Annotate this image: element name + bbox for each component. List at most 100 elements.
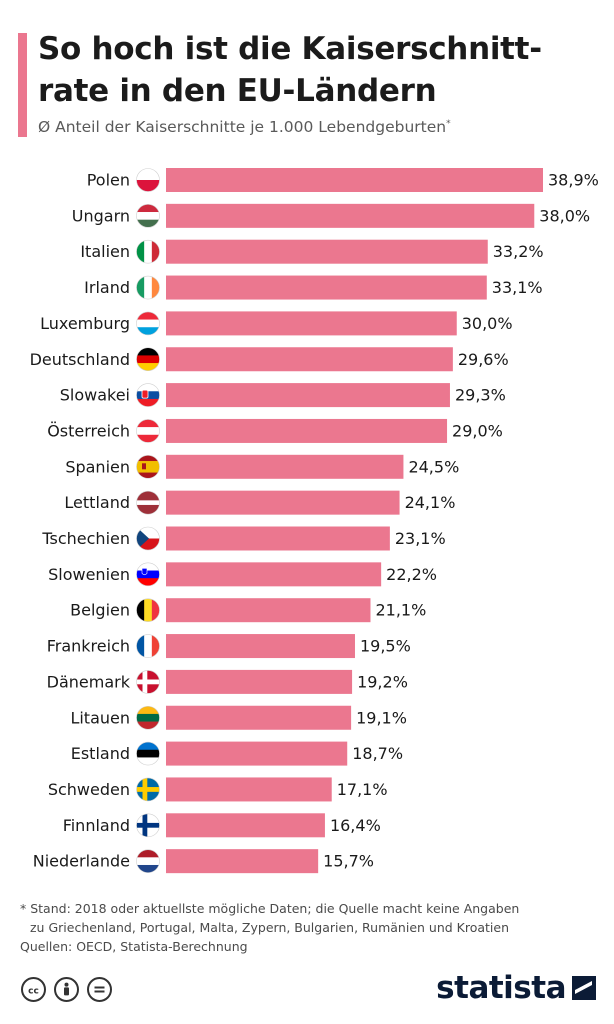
flag-sweden-icon xyxy=(136,777,160,801)
statista-logo[interactable]: statista xyxy=(436,970,596,1006)
flag-netherlands-icon xyxy=(136,849,160,873)
footnote: * Stand: 2018 oder aktuellste mögliche D… xyxy=(20,899,610,956)
flag-italy-icon xyxy=(136,240,160,264)
flag-luxembourg-icon xyxy=(136,311,160,335)
bar xyxy=(166,347,453,372)
country-label: Polen xyxy=(87,171,130,190)
footnote-line-1: * Stand: 2018 oder aktuellste mögliche D… xyxy=(20,901,520,916)
bar xyxy=(166,562,382,587)
value-label: 30,0% xyxy=(462,314,513,333)
country-label: Niederlande xyxy=(33,852,130,871)
statista-mark-icon xyxy=(572,976,596,1000)
bar xyxy=(166,168,543,192)
flag-hungary-icon xyxy=(136,204,160,228)
country-label: Österreich xyxy=(47,421,130,440)
country-label: Litauen xyxy=(70,708,130,727)
svg-text:cc: cc xyxy=(28,987,39,997)
value-label: 23,1% xyxy=(395,529,446,548)
bar xyxy=(166,490,400,515)
value-label: 33,2% xyxy=(493,242,544,261)
bar xyxy=(166,275,487,300)
country-label: Spanien xyxy=(65,457,130,476)
bar xyxy=(166,777,332,802)
value-label: 19,1% xyxy=(356,708,407,727)
flag-latvia-icon xyxy=(136,491,160,515)
bar xyxy=(166,598,371,623)
chart-subtitle: Ø Anteil der Kaiserschnitte je 1.000 Leb… xyxy=(38,118,451,136)
flag-estonia-icon xyxy=(136,742,160,766)
flag-finland-icon xyxy=(136,813,160,837)
sources-line: Quellen: OECD, Statista-Berechnung xyxy=(20,939,248,954)
flag-germany-icon xyxy=(136,347,160,371)
bar xyxy=(166,203,535,228)
flag-ireland-icon xyxy=(136,276,160,300)
bar xyxy=(166,454,404,479)
value-label: 22,2% xyxy=(386,565,437,584)
value-label: 29,3% xyxy=(455,386,506,405)
flag-austria-icon xyxy=(136,419,160,443)
bar xyxy=(166,849,319,874)
flag-slovenia-icon xyxy=(136,562,160,586)
value-label: 16,4% xyxy=(330,816,381,835)
value-label: 29,0% xyxy=(452,421,503,440)
country-label: Dänemark xyxy=(47,672,131,691)
subtitle-footnote-mark: * xyxy=(446,118,451,129)
country-label: Deutschland xyxy=(30,350,130,369)
country-label: Frankreich xyxy=(47,637,130,656)
bar xyxy=(166,813,325,838)
value-label: 21,1% xyxy=(375,601,426,620)
title-line-1: So hoch ist die Kaiserschnitt- xyxy=(38,31,542,67)
country-label: Lettland xyxy=(64,493,130,512)
value-label: 19,2% xyxy=(357,672,408,691)
bar xyxy=(166,634,355,659)
bar xyxy=(166,526,390,551)
by-icon[interactable] xyxy=(54,977,79,1002)
bar xyxy=(166,311,457,336)
bar xyxy=(166,418,448,443)
flag-denmark-icon xyxy=(136,670,160,694)
value-label: 33,1% xyxy=(492,278,543,297)
bar xyxy=(166,741,348,766)
country-label: Luxemburg xyxy=(40,314,130,333)
country-label: Slowenien xyxy=(48,565,130,584)
value-label: 17,1% xyxy=(337,780,388,799)
value-label: 38,9% xyxy=(548,171,599,190)
bar xyxy=(166,669,353,694)
value-label: 19,5% xyxy=(360,637,411,656)
country-label: Belgien xyxy=(70,601,130,620)
country-label: Italien xyxy=(80,242,130,261)
brand-name: statista xyxy=(436,970,566,1006)
value-label: 18,7% xyxy=(352,744,403,763)
footnote-line-2: zu Griechenland, Portugal, Malta, Zypern… xyxy=(30,920,510,935)
value-label: 15,7% xyxy=(323,852,374,871)
bar xyxy=(166,239,488,264)
bar-chart: Polen 38,9% Ungarn 38,0% Italien 33,2% Irland 3… xyxy=(30,168,599,874)
country-label: Slowakei xyxy=(60,386,130,405)
bar xyxy=(166,705,352,730)
value-label: 24,1% xyxy=(405,493,456,512)
country-label: Tschechien xyxy=(41,529,130,548)
flag-slovakia-icon xyxy=(136,383,160,407)
value-label: 24,5% xyxy=(408,457,459,476)
flag-france-icon xyxy=(136,634,160,658)
subtitle-text: Ø Anteil der Kaiserschnitte je 1.000 Leb… xyxy=(38,118,447,136)
country-label: Irland xyxy=(84,278,130,297)
flag-czechia-icon xyxy=(136,527,160,550)
country-label: Schweden xyxy=(48,780,130,799)
title-line-2: rate in den EU-Ländern xyxy=(38,73,437,109)
chart-title: So hoch ist die Kaiserschnitt- rate in d… xyxy=(38,28,542,112)
country-label: Estland xyxy=(71,744,130,763)
flag-belgium-icon xyxy=(136,598,160,622)
flag-spain-icon xyxy=(136,455,160,479)
country-label: Ungarn xyxy=(72,206,130,225)
bar xyxy=(166,383,450,408)
cc-icon[interactable]: cc xyxy=(21,977,46,1002)
title-accent-bar xyxy=(18,33,27,137)
value-label: 38,0% xyxy=(539,206,590,225)
country-label: Finnland xyxy=(63,816,130,835)
value-label: 29,6% xyxy=(458,350,509,369)
flag-lithuania-icon xyxy=(136,706,160,730)
flag-poland-icon xyxy=(136,168,160,192)
license-icons: cc xyxy=(21,977,112,1002)
nd-icon[interactable] xyxy=(87,977,112,1002)
